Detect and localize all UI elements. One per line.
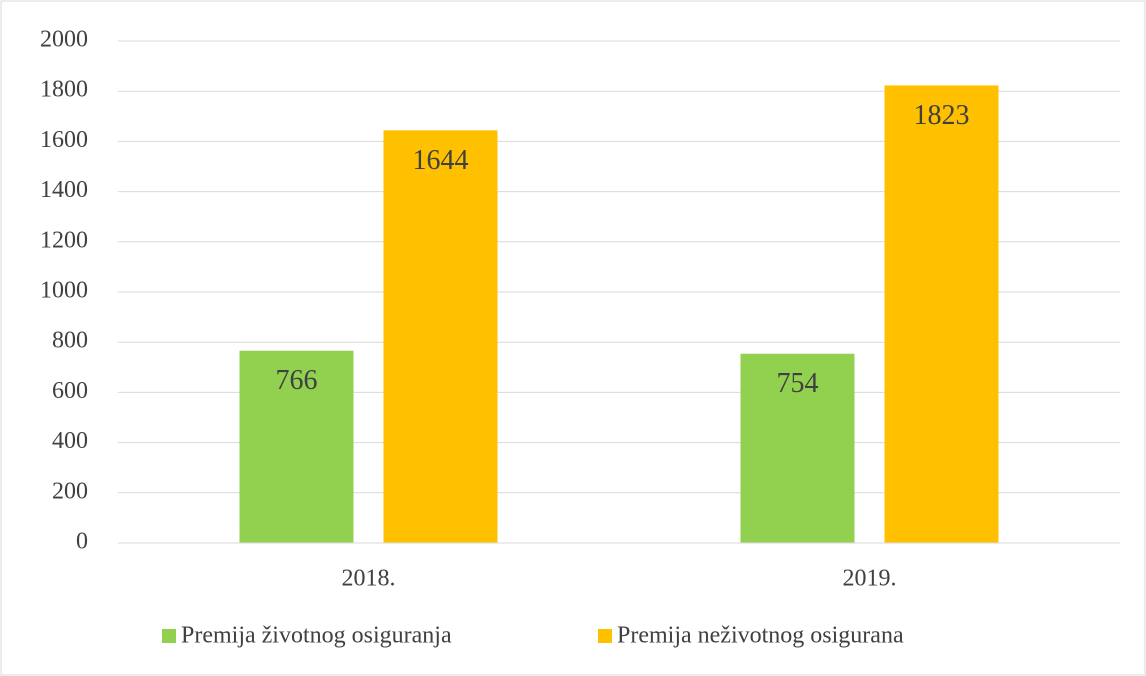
y-tick-label: 800 xyxy=(52,328,88,354)
y-tick-label: 1600 xyxy=(40,127,88,153)
bar xyxy=(383,130,498,543)
legend-swatch xyxy=(598,629,612,643)
y-tick-label: 400 xyxy=(52,428,88,454)
y-tick-label: 1800 xyxy=(40,77,88,103)
y-tick-label: 0 xyxy=(76,529,88,555)
legend-label: Premija životnog osiguranja xyxy=(181,623,452,649)
y-tick-label: 1000 xyxy=(40,278,88,304)
y-tick-label: 1400 xyxy=(40,177,88,203)
x-tick-label: 2019. xyxy=(843,566,897,592)
legend-swatch xyxy=(162,629,176,643)
y-tick-label: 2000 xyxy=(40,27,88,53)
y-tick-label: 200 xyxy=(52,478,88,504)
bar xyxy=(239,350,354,543)
data-label: 754 xyxy=(777,368,819,399)
data-label: 766 xyxy=(276,365,318,396)
x-tick-label: 2018. xyxy=(342,566,396,592)
data-label: 1823 xyxy=(914,100,970,131)
bar xyxy=(884,85,999,543)
y-tick-label: 1200 xyxy=(40,227,88,253)
bar xyxy=(740,353,855,543)
y-tick-label: 600 xyxy=(52,378,88,404)
legend-label: Premija neživotnog osigurana xyxy=(617,623,904,649)
data-label: 1644 xyxy=(413,145,469,176)
